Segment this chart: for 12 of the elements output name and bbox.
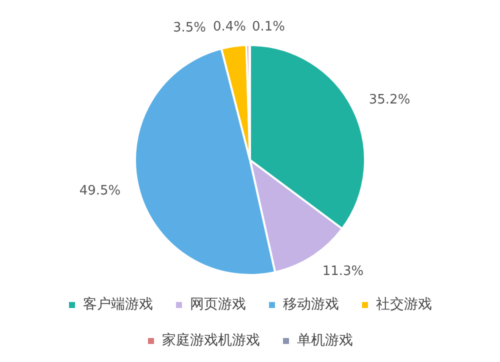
data-label: 11.3% bbox=[322, 264, 364, 279]
data-label: 0.1% bbox=[252, 19, 286, 34]
legend-label: 网页游戏 bbox=[190, 296, 246, 313]
data-label: 0.4% bbox=[212, 19, 246, 34]
data-label: 35.2% bbox=[368, 92, 410, 108]
data-label: 3.5% bbox=[172, 20, 206, 36]
data-label: 49.5% bbox=[79, 183, 121, 198]
legend-label: 移动游戏 bbox=[283, 296, 339, 313]
legend-label: 客户端游戏 bbox=[83, 296, 153, 313]
legend-label: 单机游戏 bbox=[297, 332, 353, 349]
legend-label: 家庭游戏机游戏 bbox=[162, 332, 260, 349]
legend-label: 社交游戏 bbox=[376, 296, 432, 313]
